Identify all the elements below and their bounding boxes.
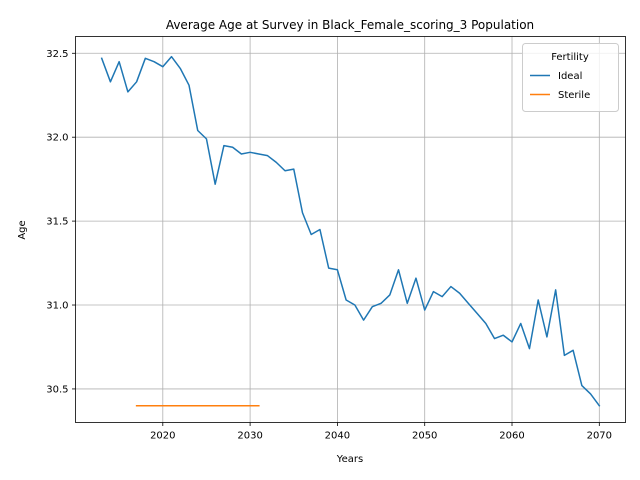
x-tick-label: 2070 [587,431,612,442]
legend-title: Fertility [551,52,589,63]
x-tick-label: 2050 [412,431,437,442]
x-tick-label: 2060 [499,431,524,442]
x-tick-label: 2040 [325,431,350,442]
chart-title: Average Age at Survey in Black_Female_sc… [166,18,534,32]
series-line-ideal [100,55,601,407]
x-axis-label: Years [336,454,363,465]
y-axis-label: Age [17,220,28,239]
plot-frame [75,36,626,423]
legend: Fertility Ideal Sterile [522,43,619,112]
legend-label-sterile: Sterile [558,90,590,101]
x-tick-label: 2030 [237,431,262,442]
y-tick-label: 31.0 [46,301,68,312]
y-axis: 30.5 31.0 31.5 32.0 32.5 [46,49,76,395]
series-lines [100,55,601,407]
legend-label-ideal: Ideal [558,71,582,82]
y-tick-label: 31.5 [46,217,68,228]
y-tick-label: 30.5 [46,384,68,395]
x-axis: 2020 2030 2040 2050 2060 2070 [150,422,612,442]
y-tick-label: 32.5 [46,49,68,60]
y-tick-label: 32.0 [46,133,68,144]
x-tick-label: 2020 [150,431,175,442]
